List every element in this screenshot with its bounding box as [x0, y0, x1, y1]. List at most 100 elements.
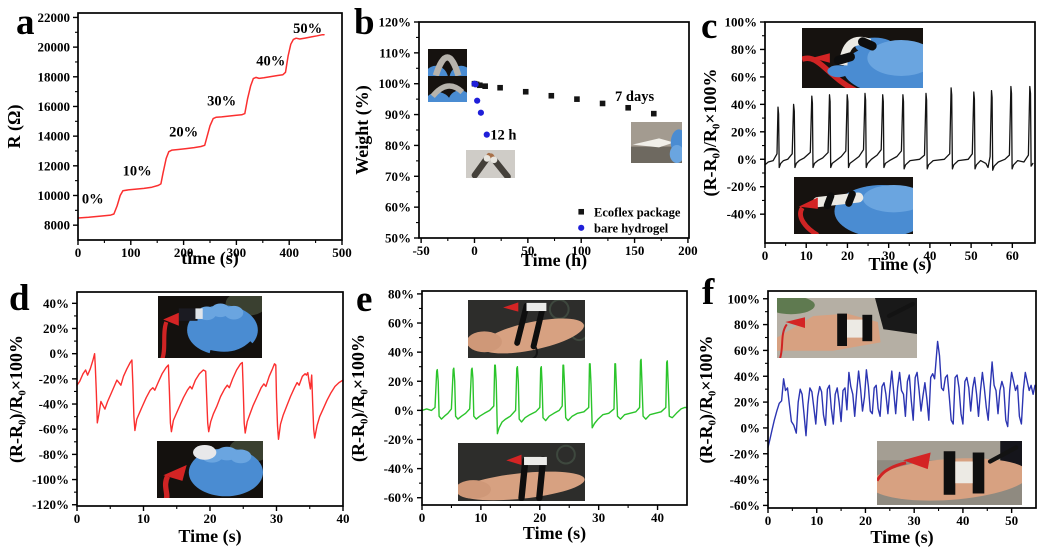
y-tick-label: 12000: [38, 158, 71, 173]
x-tick-label: 0: [765, 513, 772, 528]
x-tick-label: 0: [74, 511, 81, 526]
y-tick-label: -80%: [39, 447, 69, 462]
axis-title-y: (R-R₀)/R₀×100%: [348, 334, 369, 462]
ellipse: [230, 449, 252, 464]
data-point-square: [477, 82, 483, 89]
x-tick-label: 30: [270, 511, 283, 526]
axis-title-x: Time (s): [178, 526, 241, 547]
panel-letter-a: a: [16, 2, 35, 43]
y-tick-label: 0%: [738, 152, 758, 167]
axis-title-y: (R-R₀)/R₀×100%: [700, 68, 721, 196]
x-tick-label: 20: [204, 511, 217, 526]
inset-photo-fist-open: [157, 441, 263, 498]
y-tick-label: -40%: [384, 461, 414, 476]
data-point-square: [625, 104, 631, 111]
ellipse: [777, 298, 815, 315]
y-tick-label: 20%: [731, 124, 757, 139]
line: [833, 52, 855, 65]
data-point-square: [599, 100, 606, 107]
path: [811, 53, 830, 63]
line: [530, 304, 546, 350]
x-tick-label: 10: [800, 248, 813, 263]
y-tick-label: 8000: [44, 218, 70, 233]
path: [802, 55, 857, 88]
y-tick-label: 20%: [734, 395, 760, 410]
rect: [972, 452, 985, 494]
path: [632, 138, 674, 148]
x-tick-label: 150: [625, 243, 645, 258]
y-tick-label: 16000: [38, 99, 71, 114]
rect: [877, 441, 1022, 461]
y-tick-label: -20%: [727, 179, 757, 194]
line: [823, 192, 835, 210]
ellipse: [428, 92, 451, 102]
panel-letter-f: f: [702, 272, 715, 313]
path: [432, 54, 462, 77]
x-tick-label: 20: [859, 513, 872, 528]
rect: [631, 146, 682, 163]
path: [430, 83, 465, 99]
panel-e: 0 10 20 30 40 -60% -40% -20% 0% 20% 40% 60% 80% Time …: [348, 286, 688, 544]
rect: [178, 308, 198, 321]
y-tick-label: 0%: [395, 403, 415, 418]
y-tick-label: 70%: [385, 169, 411, 184]
ellipse: [458, 480, 492, 499]
path: [785, 317, 805, 328]
axis-title-x: Time (s): [868, 254, 931, 275]
annotation-40%: 40%: [256, 53, 285, 69]
y-tick-label: 40%: [388, 345, 414, 360]
x-tick-label: 40: [923, 248, 936, 263]
inset-photo-arm-straight: [877, 441, 1022, 505]
y-tick-label: 80%: [731, 42, 757, 57]
line: [987, 445, 1019, 464]
y-tick-label: -60%: [384, 490, 414, 505]
axis-title-y: (R-R₀)/R₀×100%: [696, 335, 717, 463]
inset-photo-sensor-loop: [428, 49, 467, 77]
y-tick-label: 80%: [385, 138, 411, 153]
line: [491, 156, 511, 178]
x-tick-label: 40: [651, 510, 664, 525]
data-point-circle: [477, 109, 484, 116]
x-tick-label: 0: [419, 510, 426, 525]
path: [163, 312, 179, 326]
x-tick-label: 30: [882, 248, 895, 263]
x-tick-label: 50: [521, 243, 534, 258]
ellipse: [867, 40, 923, 76]
y-tick-label: 90%: [385, 107, 411, 122]
y-tick-label: -60%: [39, 422, 69, 437]
legend-marker-circle: [578, 224, 585, 231]
series-finger-bending-response: [764, 85, 1034, 171]
axis-title-y: (R-R₀)/R₀×100%: [6, 335, 27, 463]
inset-photo-hydrogel-pinch: [631, 122, 682, 163]
circle: [556, 444, 576, 465]
path: [532, 347, 539, 358]
y-tick-label: 40%: [43, 296, 69, 311]
x-tick-label: 10: [810, 513, 823, 528]
axis-title-y: Weight (%): [352, 85, 373, 175]
line: [536, 456, 547, 501]
y-tick-label: 60%: [385, 200, 411, 215]
annotation-10%: 10%: [123, 163, 152, 179]
legend-marker-square: [578, 208, 585, 215]
ellipse: [448, 90, 467, 102]
y-tick-label: 0%: [50, 346, 70, 361]
annotation-12-h: 12 h: [490, 128, 516, 144]
x-tick-label: 10: [474, 510, 487, 525]
y-tick-label: 40%: [731, 97, 757, 112]
y-tick-label: 80%: [734, 317, 760, 332]
panel-letter-c: c: [701, 6, 718, 47]
annotation-20%: 20%: [169, 125, 198, 141]
y-tick-label: 100%: [725, 15, 758, 30]
y-tick-label: -120%: [32, 497, 69, 512]
x-tick-label: 100: [571, 243, 591, 258]
path: [779, 323, 788, 358]
axis-title-x: Time (s): [870, 527, 933, 548]
data-point-circle: [474, 97, 481, 104]
path: [503, 302, 519, 312]
rect: [195, 308, 203, 319]
x-tick-label: -50: [412, 243, 429, 258]
inset-photo-wrist-fist: [468, 300, 585, 358]
data-point-square: [574, 96, 580, 102]
data-point-square: [548, 92, 555, 99]
